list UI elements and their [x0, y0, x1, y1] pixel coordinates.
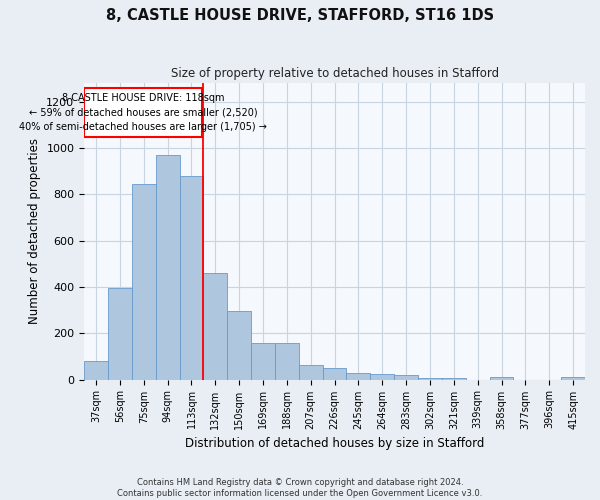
Bar	[251, 342, 275, 380]
Text: ← 59% of detached houses are smaller (2,520): ← 59% of detached houses are smaller (2,…	[29, 107, 257, 117]
Bar	[108, 288, 132, 380]
Bar	[299, 364, 323, 380]
Bar	[394, 376, 418, 380]
Title: Size of property relative to detached houses in Stafford: Size of property relative to detached ho…	[170, 68, 499, 80]
Bar	[561, 377, 585, 380]
Bar	[323, 368, 346, 380]
Text: 40% of semi-detached houses are larger (1,705) →: 40% of semi-detached houses are larger (…	[19, 122, 267, 132]
Bar	[84, 361, 108, 380]
Bar	[203, 273, 227, 380]
Bar	[370, 374, 394, 380]
Bar	[346, 372, 370, 380]
Bar	[227, 311, 251, 380]
Bar	[179, 176, 203, 380]
Y-axis label: Number of detached properties: Number of detached properties	[28, 138, 41, 324]
Text: Contains HM Land Registry data © Crown copyright and database right 2024.
Contai: Contains HM Land Registry data © Crown c…	[118, 478, 482, 498]
Text: 8 CASTLE HOUSE DRIVE: 118sqm: 8 CASTLE HOUSE DRIVE: 118sqm	[62, 92, 224, 102]
Bar	[490, 378, 514, 380]
Bar	[84, 88, 202, 137]
Bar	[418, 378, 442, 380]
Bar	[275, 342, 299, 380]
Text: 8, CASTLE HOUSE DRIVE, STAFFORD, ST16 1DS: 8, CASTLE HOUSE DRIVE, STAFFORD, ST16 1D…	[106, 8, 494, 22]
Bar	[132, 184, 155, 380]
Bar	[442, 378, 466, 380]
Bar	[155, 155, 179, 380]
X-axis label: Distribution of detached houses by size in Stafford: Distribution of detached houses by size …	[185, 437, 484, 450]
